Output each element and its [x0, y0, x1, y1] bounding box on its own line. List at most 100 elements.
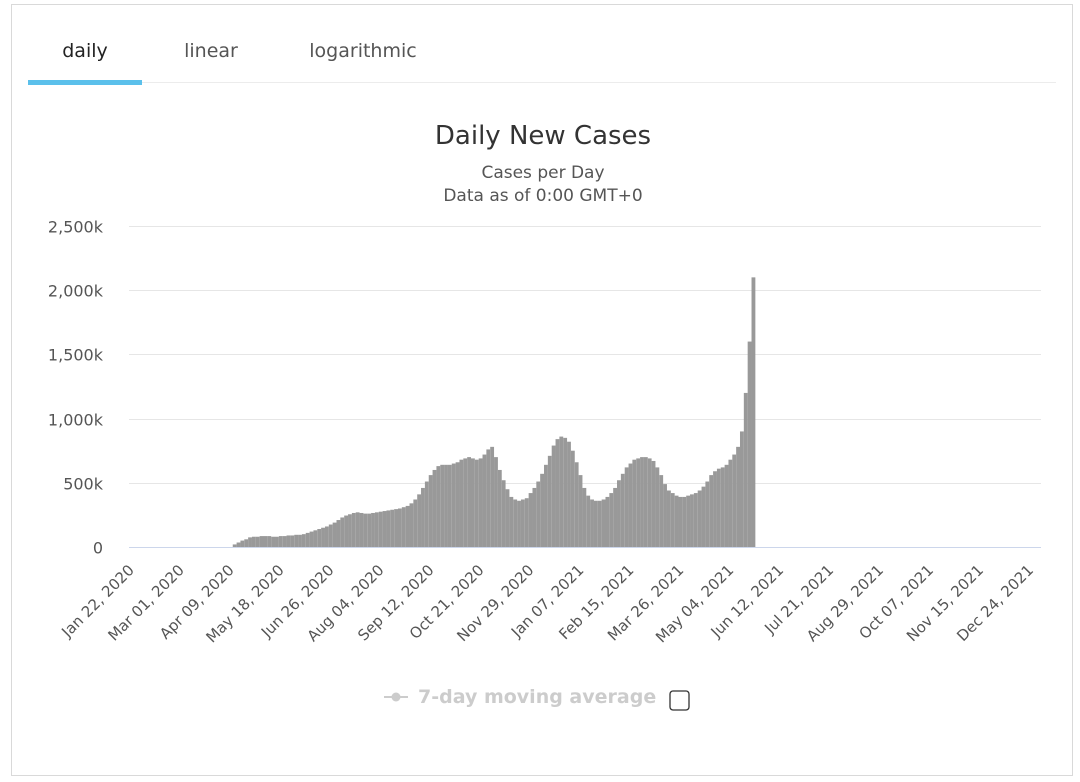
bar[interactable] [313, 530, 318, 547]
bar[interactable] [236, 542, 241, 547]
tab-logarithmic[interactable]: logarithmic [309, 40, 417, 62]
bar[interactable] [709, 475, 714, 547]
bar[interactable] [628, 463, 633, 547]
bar[interactable] [394, 509, 398, 547]
bar[interactable] [371, 512, 375, 547]
bar[interactable] [686, 495, 691, 547]
bar[interactable] [440, 464, 445, 547]
bar[interactable] [332, 522, 337, 547]
bar[interactable] [682, 496, 687, 547]
bar[interactable] [547, 455, 552, 547]
bar[interactable] [517, 500, 521, 547]
bar[interactable] [413, 499, 418, 547]
bar[interactable] [290, 535, 295, 547]
bar[interactable] [359, 512, 364, 547]
bar[interactable] [386, 510, 391, 547]
bar[interactable] [536, 481, 541, 547]
bar[interactable] [421, 487, 425, 547]
bar[interactable] [367, 513, 372, 547]
bar[interactable] [586, 495, 591, 547]
bar[interactable] [336, 520, 341, 547]
bar[interactable] [275, 536, 279, 547]
bar[interactable] [532, 487, 537, 547]
bar[interactable] [701, 486, 706, 547]
bar[interactable] [263, 536, 268, 547]
bar[interactable] [324, 526, 329, 547]
bar[interactable] [317, 529, 322, 547]
bar[interactable] [559, 436, 564, 547]
bar[interactable] [286, 535, 291, 547]
legend-checkbox[interactable] [669, 690, 690, 711]
bar[interactable] [363, 513, 368, 547]
bar[interactable] [355, 512, 360, 547]
bar[interactable] [459, 459, 464, 547]
bar[interactable] [663, 484, 667, 547]
bar[interactable] [624, 467, 629, 547]
bar[interactable] [720, 467, 725, 547]
bar[interactable] [374, 512, 379, 547]
bar[interactable] [409, 503, 414, 547]
bar[interactable] [259, 536, 264, 547]
bar[interactable] [255, 536, 260, 547]
bar[interactable] [524, 498, 529, 547]
bar[interactable] [693, 493, 698, 547]
bar[interactable] [670, 493, 675, 547]
bar[interactable] [636, 458, 641, 547]
bar[interactable] [540, 473, 545, 547]
bar[interactable] [578, 475, 583, 547]
bar[interactable] [705, 481, 710, 547]
bar[interactable] [328, 524, 333, 547]
bar[interactable] [428, 475, 433, 547]
bar[interactable] [678, 496, 683, 547]
bar[interactable] [305, 532, 310, 547]
bar[interactable] [632, 459, 637, 547]
bar[interactable] [716, 468, 721, 547]
tab-linear[interactable]: linear [184, 40, 238, 62]
bar[interactable] [248, 537, 252, 547]
bar[interactable] [582, 487, 587, 547]
bar[interactable] [743, 392, 748, 547]
bar[interactable] [544, 464, 548, 547]
bar[interactable] [321, 527, 325, 547]
bar[interactable] [240, 540, 245, 547]
bar[interactable] [301, 534, 306, 547]
bar[interactable] [643, 457, 648, 547]
bar[interactable] [278, 536, 283, 547]
bar[interactable] [567, 441, 571, 547]
bar[interactable] [601, 499, 606, 547]
bar[interactable] [597, 500, 602, 547]
tab-daily[interactable]: daily [62, 40, 108, 62]
bar[interactable] [344, 515, 349, 547]
bar[interactable] [382, 511, 387, 547]
bar[interactable] [405, 505, 410, 547]
bar[interactable] [551, 445, 556, 547]
bar[interactable] [244, 539, 249, 547]
bar[interactable] [659, 475, 664, 547]
bar[interactable] [474, 459, 479, 547]
bar[interactable] [605, 496, 610, 547]
bar[interactable] [417, 494, 422, 547]
bar[interactable] [613, 487, 618, 547]
bar[interactable] [348, 514, 352, 547]
bar[interactable] [432, 469, 437, 547]
bar[interactable] [451, 463, 456, 547]
bar[interactable] [478, 458, 483, 547]
bar[interactable] [294, 534, 299, 547]
bar[interactable] [690, 494, 694, 547]
bar[interactable] [251, 536, 256, 547]
bar[interactable] [751, 277, 756, 547]
bar[interactable] [747, 341, 752, 547]
legend[interactable]: 7-day moving average [384, 686, 690, 711]
bar[interactable] [497, 469, 502, 547]
bar[interactable] [447, 464, 452, 547]
bar[interactable] [340, 517, 345, 547]
bar[interactable] [501, 480, 506, 547]
bar[interactable] [651, 460, 656, 547]
bar[interactable] [697, 490, 702, 548]
bar[interactable] [739, 431, 744, 547]
bar[interactable] [486, 449, 491, 547]
bar[interactable] [713, 471, 717, 547]
bar[interactable] [378, 511, 383, 547]
bar[interactable] [267, 536, 272, 547]
bar[interactable] [298, 534, 302, 547]
